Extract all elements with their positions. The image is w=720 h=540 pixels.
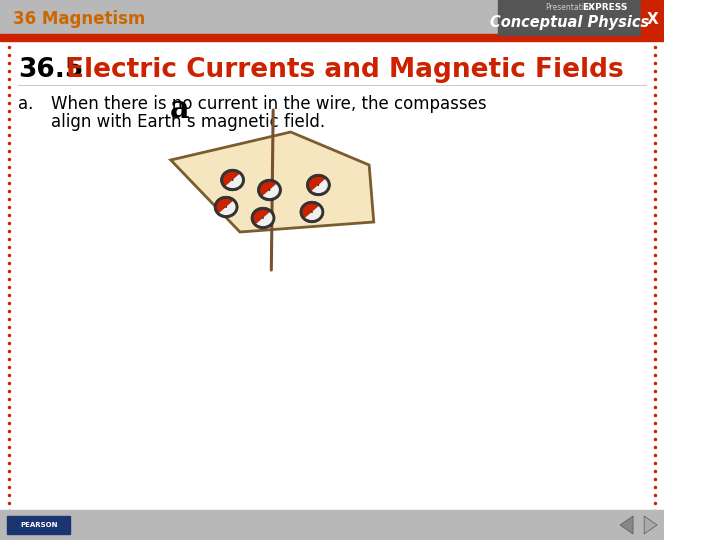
Text: PEARSON: PEARSON [20, 522, 58, 528]
Polygon shape [262, 184, 279, 199]
Ellipse shape [302, 203, 322, 221]
Text: 36 Magnetism: 36 Magnetism [13, 10, 145, 28]
Text: Conceptual Physics: Conceptual Physics [490, 16, 649, 30]
Polygon shape [253, 209, 270, 224]
Bar [642, 0, 665, 35]
Bar [7, 516, 70, 534]
Polygon shape [219, 201, 236, 216]
Ellipse shape [225, 206, 227, 208]
Bar [0, 34, 665, 41]
Text: 36.5: 36.5 [19, 57, 84, 83]
Polygon shape [259, 181, 276, 196]
Polygon shape [171, 132, 374, 232]
Polygon shape [222, 171, 240, 186]
Bar [0, 0, 665, 35]
Bar [498, 0, 642, 35]
Text: a.: a. [19, 95, 34, 113]
Ellipse shape [220, 169, 245, 191]
Text: X: X [647, 11, 658, 26]
Ellipse shape [311, 211, 313, 213]
Bar [0, 510, 665, 540]
Polygon shape [620, 516, 633, 534]
Ellipse shape [308, 176, 328, 194]
Polygon shape [225, 174, 243, 189]
Ellipse shape [232, 179, 233, 181]
Polygon shape [305, 206, 322, 221]
Ellipse shape [307, 174, 330, 196]
Ellipse shape [253, 209, 273, 227]
Ellipse shape [269, 189, 271, 191]
Polygon shape [308, 176, 325, 191]
Ellipse shape [222, 171, 243, 189]
Ellipse shape [216, 198, 236, 216]
Text: align with Earth’s magnetic field.: align with Earth’s magnetic field. [50, 113, 325, 131]
Polygon shape [256, 212, 273, 227]
Ellipse shape [259, 181, 279, 199]
Polygon shape [216, 198, 233, 213]
Text: When there is no current in the wire, the compasses: When there is no current in the wire, th… [50, 95, 487, 113]
Polygon shape [302, 203, 319, 218]
Ellipse shape [318, 184, 319, 186]
Ellipse shape [214, 196, 238, 218]
Ellipse shape [262, 217, 264, 219]
Polygon shape [644, 516, 657, 534]
Text: a: a [170, 94, 190, 125]
Ellipse shape [251, 207, 275, 229]
Text: Electric Currents and Magnetic Fields: Electric Currents and Magnetic Fields [66, 57, 624, 83]
Ellipse shape [300, 201, 324, 223]
Polygon shape [311, 179, 328, 194]
Ellipse shape [258, 179, 282, 201]
Text: Presentation: Presentation [545, 3, 594, 12]
Text: EXPRESS: EXPRESS [582, 3, 627, 12]
